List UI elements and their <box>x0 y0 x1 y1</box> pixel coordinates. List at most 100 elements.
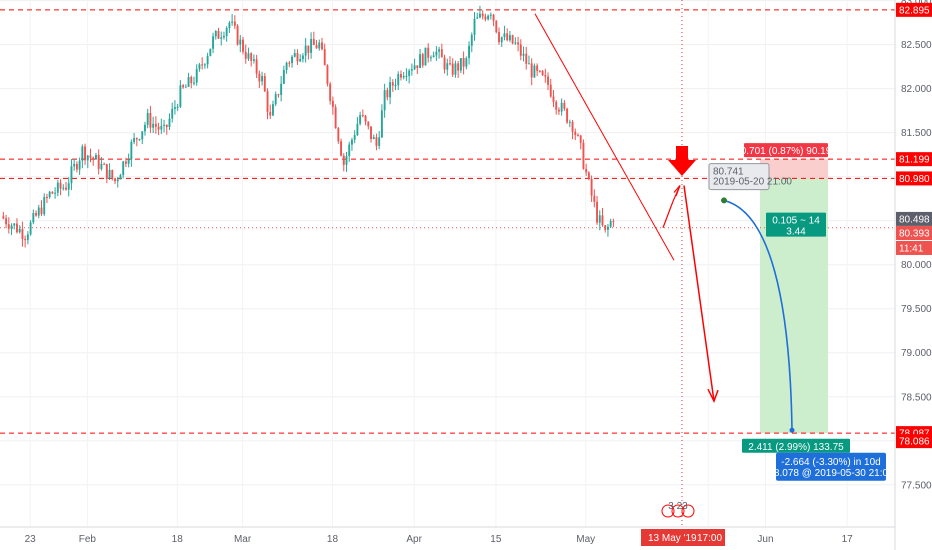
forecast-curve[interactable] <box>723 199 793 431</box>
event-marker-icon[interactable] <box>671 504 685 518</box>
candle-body <box>114 178 116 182</box>
candle-body <box>538 70 541 72</box>
hline-tag: 78.086 <box>899 437 930 448</box>
down-arrow-line[interactable] <box>683 185 715 402</box>
candle-body <box>345 156 348 165</box>
last-price-tag: 80.498 <box>899 214 930 225</box>
candle-body <box>323 49 326 66</box>
big-down-arrow-icon[interactable] <box>668 146 696 176</box>
candle-body <box>24 239 27 241</box>
candle-body <box>225 27 228 36</box>
candle-body <box>149 113 152 128</box>
last-price-tag-bg <box>896 211 932 226</box>
x-tick-label: Mar <box>234 534 252 545</box>
candle-body <box>557 109 560 112</box>
candle-body <box>522 53 525 56</box>
y-tick-label: 79.000 <box>901 348 932 359</box>
candle-body <box>468 45 471 59</box>
candle-body <box>165 124 168 127</box>
x-tick-label: Feb <box>79 534 97 545</box>
candle-body <box>65 187 67 190</box>
candle-body <box>48 191 51 198</box>
candle-body <box>487 15 490 20</box>
x-tick-label: 23 <box>25 534 37 545</box>
candle-body <box>168 118 171 127</box>
candle-body <box>144 124 146 132</box>
candle-body <box>386 90 389 98</box>
candle-body <box>609 221 612 227</box>
candle-body <box>250 53 253 61</box>
candle-body <box>214 30 217 37</box>
candle-body <box>606 226 609 230</box>
candle-body <box>331 100 334 108</box>
candle-body <box>272 104 274 116</box>
candle-body <box>291 56 293 64</box>
candle-body <box>481 13 484 17</box>
candle-body <box>370 126 372 140</box>
candle-body <box>288 62 291 64</box>
candle-body <box>519 44 522 56</box>
candle-body <box>255 59 258 74</box>
price-axis[interactable]: 77.50078.00078.50079.00079.50080.00080.5… <box>894 0 932 550</box>
candle-body <box>277 94 280 96</box>
forecast-start-point[interactable] <box>721 197 727 204</box>
time-axis[interactable]: 23Feb18Mar18Apr15May22Jun1713 May '1917:… <box>0 501 895 546</box>
candle-body <box>577 134 579 136</box>
risk-label-bg <box>744 143 828 158</box>
candle-body <box>244 51 247 59</box>
candle-body <box>133 138 136 143</box>
candle-body <box>525 53 528 64</box>
trend-line[interactable] <box>534 13 675 261</box>
candle-body <box>119 175 122 180</box>
forecast-end-point[interactable] <box>789 427 795 433</box>
candle-body <box>419 54 421 69</box>
candle-body <box>59 182 62 189</box>
candle-body <box>78 160 81 170</box>
drawings-layer[interactable] <box>534 0 795 527</box>
candle-body <box>500 37 503 43</box>
candle-body <box>141 131 144 140</box>
candle-body <box>103 163 106 165</box>
risk-zone[interactable] <box>760 159 828 179</box>
y-tick-label: 79.500 <box>901 304 932 315</box>
candle-body <box>293 53 296 57</box>
candle-body <box>449 63 451 65</box>
candle-body <box>421 54 424 66</box>
down-arrow-head <box>707 388 719 404</box>
candle-body <box>81 146 84 161</box>
candle-body <box>514 42 517 44</box>
candle-body <box>100 163 103 169</box>
candle-body <box>86 155 89 161</box>
candle-body <box>282 69 285 84</box>
candle-body <box>10 225 13 229</box>
candle-body <box>45 196 48 198</box>
candle-body <box>321 42 323 50</box>
candle-body <box>435 51 438 56</box>
candle-body <box>571 121 574 132</box>
hline-tag: 80.980 <box>899 174 930 185</box>
candle-body <box>304 45 307 56</box>
x-tick-label: 15 <box>490 534 502 545</box>
candle-body <box>7 224 10 229</box>
y-tick-label: 77.500 <box>901 480 932 491</box>
candle-body <box>35 212 37 216</box>
candle-body <box>269 111 272 116</box>
short-position-tool[interactable] <box>760 159 828 434</box>
event-marker-icon[interactable] <box>681 504 695 518</box>
event-marker-icon[interactable] <box>661 504 675 518</box>
risk-label: 0.701 (0.87%) 90.19 <box>741 146 832 157</box>
candle-body <box>280 83 283 95</box>
candle-body <box>492 14 495 21</box>
candle-body <box>364 115 367 122</box>
candle-body <box>476 17 479 19</box>
candle-body <box>51 191 54 194</box>
candle-body <box>130 142 133 160</box>
candle-body <box>318 42 321 49</box>
candle-body <box>454 63 457 75</box>
candle-body <box>111 169 114 179</box>
start-tooltip-price: 80.741 <box>713 167 744 178</box>
hline-tag: 81.199 <box>899 155 930 166</box>
candle-body <box>451 63 454 75</box>
candle-body <box>239 39 242 45</box>
